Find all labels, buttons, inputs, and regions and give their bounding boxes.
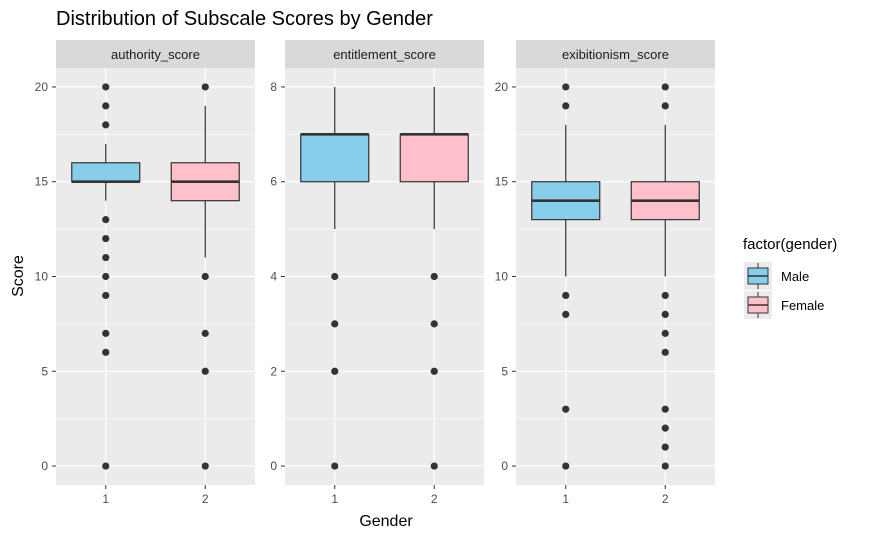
y-tick-label: 0 [41, 459, 48, 473]
outlier-point [102, 329, 110, 337]
outlier-point [102, 253, 110, 262]
boxplot-exibitionism_score-1 [531, 83, 601, 470]
legend-item-male: Male [744, 262, 809, 290]
y-tick-label: 6 [270, 175, 277, 189]
outlier-point [661, 83, 669, 91]
legend-item-female: Female [744, 291, 824, 319]
outlier-point [102, 216, 110, 224]
outlier-point [562, 102, 570, 110]
x-tick-label: 2 [202, 492, 209, 506]
outlier-point [562, 291, 570, 300]
y-tick-label: 5 [41, 364, 48, 378]
y-tick-label: 15 [35, 175, 49, 189]
legend-label: Male [781, 269, 809, 284]
outlier-point [562, 310, 570, 319]
facet-panel-authority_score: authority_score 0 5 10 15 20 1 2 [35, 40, 255, 506]
outlier-point [102, 462, 110, 470]
outlier-point [201, 462, 209, 470]
outlier-point [430, 320, 438, 328]
y-tick-label: 20 [35, 80, 49, 94]
outlier-point [102, 272, 110, 281]
outlier-point [201, 329, 209, 337]
outlier-point [430, 462, 438, 470]
y-tick-label: 15 [495, 175, 509, 189]
outlier-point [661, 291, 669, 300]
outlier-point [102, 234, 110, 243]
y-tick-label: 5 [501, 364, 508, 378]
y-tick-label: 10 [495, 270, 509, 284]
x-tick-label: 2 [431, 492, 438, 506]
outlier-point [430, 367, 438, 375]
y-tick-label: 4 [270, 270, 277, 284]
outlier-point [661, 462, 669, 470]
outlier-point [102, 121, 110, 129]
outlier-point [661, 443, 669, 451]
facet-strip [56, 40, 255, 68]
legend: factor(gender) Male Female [743, 236, 837, 319]
outlier-point [331, 367, 339, 375]
chart-title: Distribution of Subscale Scores by Gende… [56, 8, 433, 30]
outlier-point [331, 320, 339, 328]
facet-strip [516, 40, 715, 68]
outlier-point [331, 462, 339, 470]
boxplot-exibitionism_score-2 [630, 83, 700, 470]
boxplot-authority_score-2 [170, 83, 240, 470]
boxplot-entitlement_score-2 [399, 86, 469, 470]
x-tick-label: 1 [102, 492, 109, 506]
x-tick-label: 1 [331, 492, 338, 506]
outlier-point [562, 83, 570, 91]
outlier-point [661, 405, 669, 413]
y-tick-label: 20 [495, 80, 509, 94]
outlier-point [661, 310, 669, 319]
outlier-point [661, 424, 669, 432]
outlier-point [102, 291, 110, 300]
box [71, 162, 141, 183]
facet-strip-label: entitlement_score [333, 47, 436, 62]
outlier-point [331, 272, 339, 281]
facet-strip-label: authority_score [111, 47, 200, 62]
outlier-point [102, 348, 110, 356]
outlier-point [201, 367, 209, 375]
y-tick-label: 10 [35, 270, 49, 284]
boxplot-authority_score-1 [71, 83, 141, 470]
y-axis-title: Score [10, 255, 27, 297]
x-tick-label: 2 [662, 492, 669, 506]
outlier-point [201, 83, 209, 91]
outlier-point [661, 102, 669, 110]
outlier-point [102, 83, 110, 91]
y-tick-label: 0 [501, 459, 508, 473]
outlier-point [430, 272, 438, 281]
x-tick-label: 1 [562, 492, 569, 506]
y-tick-label: 8 [270, 80, 277, 94]
y-tick-label: 2 [270, 364, 277, 378]
x-axis-title: Gender [359, 513, 413, 530]
boxplot-entitlement_score-1 [300, 86, 370, 470]
facet-panel-entitlement_score: entitlement_score 0 2 4 6 8 1 2 [270, 40, 484, 506]
outlier-point [661, 329, 669, 337]
outlier-point [661, 348, 669, 356]
outlier-point [562, 462, 570, 470]
legend-label: Female [781, 298, 824, 313]
y-tick-label: 0 [270, 459, 277, 473]
outlier-point [201, 272, 209, 281]
box [300, 133, 370, 183]
box [399, 133, 469, 183]
facet-panel-exibitionism_score: exibitionism_score 0 5 10 15 20 1 2 [495, 40, 715, 506]
legend-title: factor(gender) [743, 236, 837, 253]
facet-strip [285, 40, 484, 68]
outlier-point [562, 405, 570, 413]
facet-strip-label: exibitionism_score [562, 47, 669, 62]
outlier-point [102, 102, 110, 110]
